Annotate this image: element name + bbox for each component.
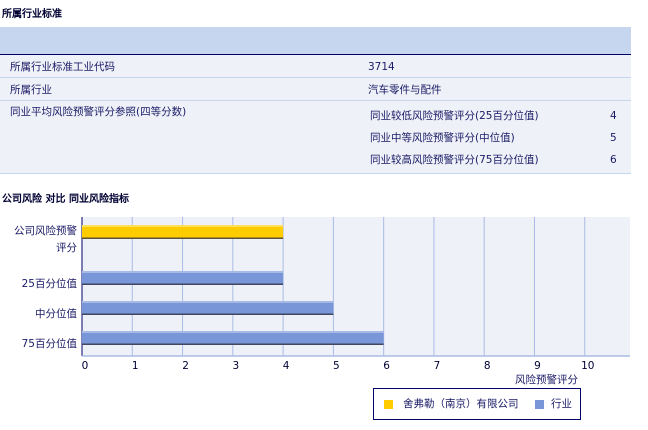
x-tick-label: 9: [534, 360, 541, 372]
bar-shadow: [82, 313, 334, 315]
ref-label: 同业较高风险预警评分(75百分位值): [370, 154, 539, 166]
bar-highlight: [82, 301, 334, 303]
x-axis-label: 风险预警评分: [515, 374, 578, 386]
bar-highlight: [82, 331, 384, 333]
y-tick-label: 75百分位值: [22, 337, 78, 350]
legend-swatch-company: [384, 400, 393, 409]
x-tick-label: 5: [333, 360, 340, 372]
bar: [82, 225, 284, 239]
legend-swatch-industry: [535, 400, 544, 409]
table-row: 同业平均风险预警评分参照(四等分数) 同业较低风险预警评分(25百分位值) 4 …: [0, 101, 631, 174]
table-header: [0, 27, 631, 55]
x-tick-label: 4: [283, 360, 290, 372]
row-label: 所属行业: [10, 84, 52, 96]
x-tick-label: 8: [484, 360, 491, 372]
ref-label: 同业较低风险预警评分(25百分位值): [370, 110, 539, 122]
bar: [82, 301, 334, 315]
table-row: 所属行业标准工业代码 3714: [0, 55, 631, 78]
section-title: 所属行业标准: [2, 9, 62, 20]
row-value: 汽车零件与配件: [368, 84, 442, 96]
row-label: 所属行业标准工业代码: [10, 61, 115, 73]
legend-label-company: 舍弗勒（南京）有限公司: [403, 398, 519, 410]
chart-title: 公司风险 对比 同业风险指标: [2, 194, 129, 205]
row-value: 3714: [368, 61, 395, 73]
table-row: 所属行业 汽车零件与配件: [0, 78, 631, 101]
x-tick-label: 6: [383, 360, 390, 372]
row-label: 同业平均风险预警评分参照(四等分数): [10, 106, 187, 118]
x-tick-label: 10: [581, 360, 594, 372]
bar-shadow: [82, 283, 284, 285]
bar-highlight: [82, 271, 284, 273]
ref-value: 4: [610, 110, 617, 122]
bar-highlight: [82, 225, 284, 227]
bar-shadow: [82, 237, 284, 239]
x-tick-label: 0: [82, 360, 89, 372]
y-tick-label: 评分: [56, 242, 77, 254]
x-tick-label: 7: [434, 360, 441, 372]
legend-label-industry: 行业: [551, 398, 572, 410]
y-tick-label: 25百分位值: [22, 277, 78, 290]
x-tick-label: 1: [132, 360, 139, 372]
y-tick-label: 中分位值: [35, 307, 77, 320]
ref-label: 同业中等风险预警评分(中位值): [370, 132, 515, 144]
bar-shadow: [82, 343, 384, 345]
y-tick-label: 公司风险预警: [14, 224, 77, 237]
ref-value: 5: [610, 132, 617, 144]
ref-value: 6: [610, 154, 617, 166]
x-tick-label: 3: [232, 360, 239, 372]
x-tick-label: 2: [182, 360, 189, 372]
bar: [82, 331, 384, 345]
bar: [82, 271, 284, 285]
legend: 舍弗勒（南京）有限公司 行业: [373, 388, 581, 420]
